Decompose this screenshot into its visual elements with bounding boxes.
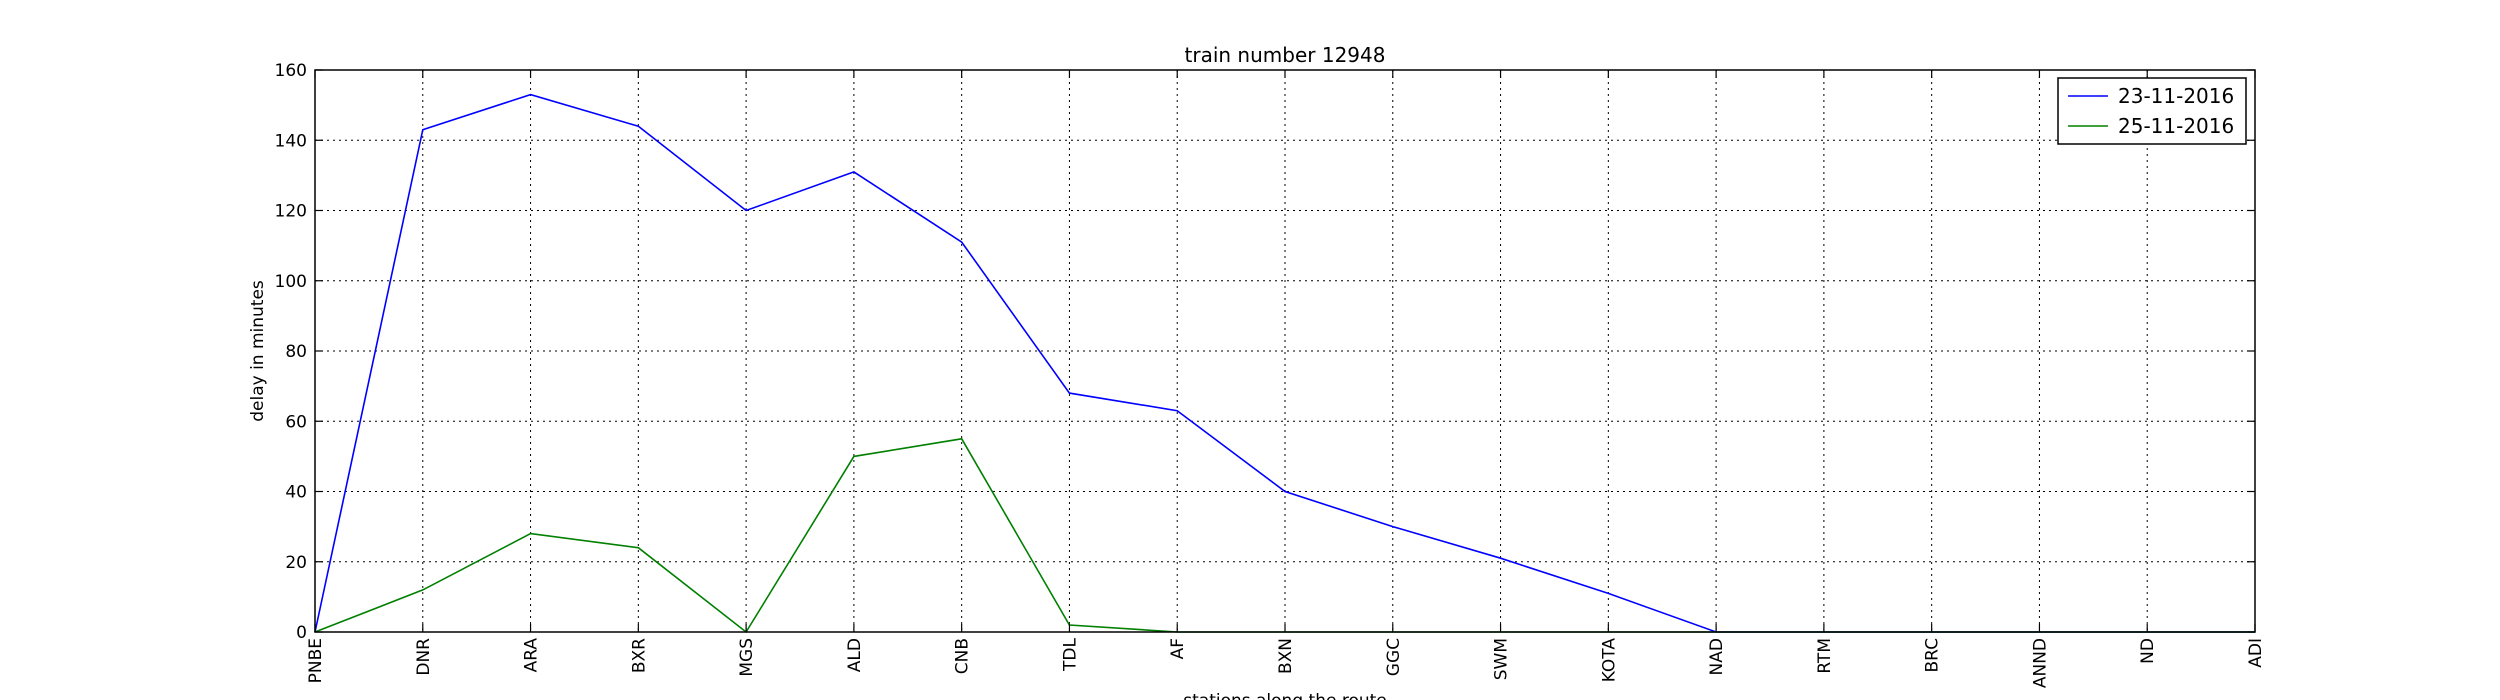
x-tick-label: ADI (2246, 638, 2266, 668)
x-tick-label: BRC (1923, 638, 1943, 673)
x-tick-label: ARA (522, 638, 542, 673)
x-tick-label: TDL (1060, 637, 1080, 671)
y-tick-label: 40 (285, 483, 307, 503)
x-tick-label: PNBE (306, 638, 326, 683)
y-tick-label: 120 (275, 202, 307, 222)
x-tick-label: ALD (845, 638, 865, 672)
legend-box (2057, 77, 2247, 145)
x-tick-label: KOTA (1599, 638, 1619, 683)
y-axis-label: delay in minutes (248, 280, 268, 422)
y-tick-label: 20 (285, 553, 307, 573)
y-tick-label: 140 (275, 131, 307, 151)
x-tick-label: ND (2138, 638, 2158, 664)
x-tick-label: SWM (1492, 638, 1512, 680)
x-tick-label: CNB (953, 638, 973, 674)
y-tick-label: 80 (285, 342, 307, 362)
x-tick-label: BXN (1276, 638, 1296, 674)
x-tick-label: AF (1168, 638, 1188, 659)
grid-lines (315, 70, 2255, 632)
y-tick-label: 160 (275, 61, 307, 81)
x-tick-label: DNR (414, 638, 434, 676)
legend: 23-11-2016 25-11-2016 (2057, 77, 2247, 145)
x-tick-label: ANND (2030, 638, 2050, 688)
x-axis-label: stations along the route (1183, 691, 1387, 700)
x-tick-label: MGS (737, 638, 757, 677)
y-tick-label: 60 (285, 412, 307, 432)
axis-ticks: 0 20 40 60 80 100 120 140 160 PNBE DNR ARA BXR MGS ALD… (275, 61, 2266, 688)
legend-label: 23-11-2016 (2118, 84, 2234, 108)
x-tick-label: RTM (1815, 638, 1835, 674)
x-tick-label: BXR (629, 638, 649, 673)
chart-title: train number 12948 (1185, 43, 1386, 67)
y-tick-label: 100 (275, 272, 307, 292)
legend-label: 25-11-2016 (2118, 114, 2234, 138)
y-tick-label: 0 (296, 623, 307, 643)
x-tick-label: NAD (1707, 638, 1727, 675)
x-tick-label: GGC (1384, 638, 1404, 676)
